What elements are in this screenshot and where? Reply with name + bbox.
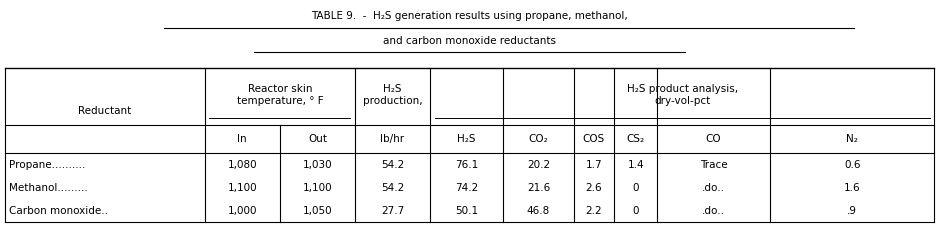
Text: Out: Out: [308, 134, 327, 144]
Text: Reactor skin: Reactor skin: [248, 84, 312, 94]
Text: .9: .9: [847, 206, 857, 216]
Text: 1,100: 1,100: [227, 183, 257, 193]
Text: 54.2: 54.2: [381, 183, 404, 193]
Text: 1,050: 1,050: [302, 206, 332, 216]
Text: COS: COS: [583, 134, 605, 144]
Text: .do..: .do..: [702, 183, 725, 193]
Text: 1.4: 1.4: [627, 160, 644, 170]
Text: .do..: .do..: [702, 206, 725, 216]
Text: 76.1: 76.1: [455, 160, 478, 170]
Text: TABLE 9.  -  H₂S generation results using propane, methanol,: TABLE 9. - H₂S generation results using …: [311, 11, 628, 21]
Text: 1,000: 1,000: [227, 206, 257, 216]
Text: 1,030: 1,030: [302, 160, 332, 170]
Text: 2.2: 2.2: [586, 206, 602, 216]
Text: 50.1: 50.1: [455, 206, 478, 216]
Text: In: In: [238, 134, 247, 144]
Text: 0: 0: [633, 206, 639, 216]
Text: lb/hr: lb/hr: [380, 134, 405, 144]
Text: 74.2: 74.2: [455, 183, 478, 193]
Text: and carbon monoxide reductants: and carbon monoxide reductants: [383, 36, 556, 46]
Text: dry-vol-pct: dry-vol-pct: [654, 96, 710, 106]
Text: CS₂: CS₂: [626, 134, 645, 144]
Text: 27.7: 27.7: [381, 206, 404, 216]
Text: H₂S product analysis,: H₂S product analysis,: [626, 84, 738, 94]
Text: 0.6: 0.6: [844, 160, 860, 170]
Text: 54.2: 54.2: [381, 160, 404, 170]
Text: 21.6: 21.6: [527, 183, 550, 193]
Text: 46.8: 46.8: [527, 206, 550, 216]
Text: 2.6: 2.6: [586, 183, 602, 193]
Text: Methanol.........: Methanol.........: [9, 183, 88, 193]
Text: Trace: Trace: [700, 160, 728, 170]
Text: 1.7: 1.7: [586, 160, 602, 170]
Text: 1,100: 1,100: [302, 183, 332, 193]
Text: N₂: N₂: [846, 134, 858, 144]
Text: Carbon monoxide..: Carbon monoxide..: [9, 206, 108, 216]
Text: production,: production,: [362, 96, 423, 106]
Text: H₂S: H₂S: [383, 84, 402, 94]
Text: temperature, ° F: temperature, ° F: [237, 96, 323, 106]
Text: 1,080: 1,080: [227, 160, 257, 170]
Text: Propane..........: Propane..........: [9, 160, 85, 170]
Text: Reductant: Reductant: [78, 106, 131, 116]
Text: H₂S: H₂S: [457, 134, 476, 144]
Text: 20.2: 20.2: [527, 160, 550, 170]
Text: 1.6: 1.6: [844, 183, 860, 193]
Text: CO: CO: [706, 134, 721, 144]
Text: CO₂: CO₂: [529, 134, 548, 144]
Text: 0: 0: [633, 183, 639, 193]
